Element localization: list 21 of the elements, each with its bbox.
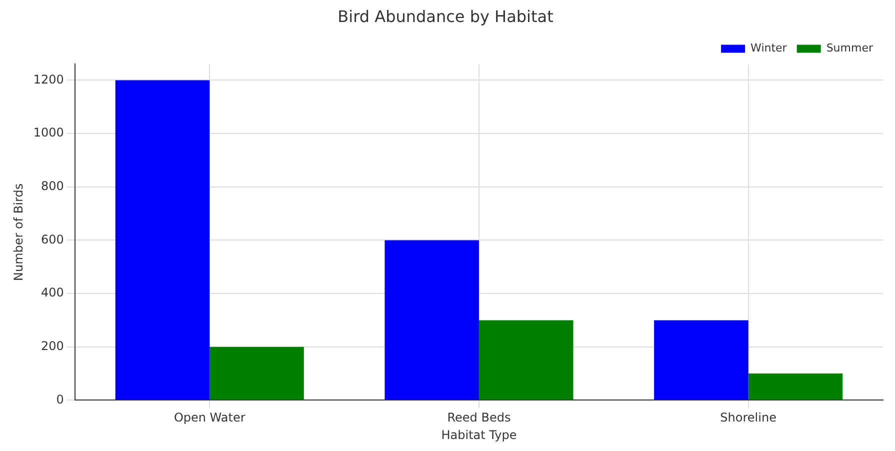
- x-tick-label: Shoreline: [720, 410, 776, 425]
- y-tick-label: 1200: [33, 72, 64, 86]
- chart-title: Bird Abundance by Habitat: [338, 6, 554, 26]
- bar: [654, 320, 748, 400]
- bar: [115, 80, 210, 400]
- legend-label: Winter: [750, 42, 788, 55]
- y-axis-title: Number of Birds: [11, 183, 26, 281]
- y-tick-label: 600: [41, 232, 64, 246]
- y-tick-label: 1000: [33, 126, 64, 140]
- x-axis-title: Habitat Type: [441, 428, 517, 442]
- bar: [748, 374, 843, 400]
- bar: [210, 346, 304, 400]
- y-tick-label: 200: [41, 338, 64, 353]
- x-tick-label: Open Water: [174, 410, 246, 425]
- x-tick-label: Reed Beds: [447, 410, 511, 425]
- y-tick-label: 400: [41, 286, 64, 300]
- legend-label: Summer: [826, 42, 874, 55]
- bar: [384, 240, 479, 400]
- y-tick-label: 800: [41, 178, 64, 193]
- y-tick-label: 0: [56, 392, 64, 406]
- bar: [478, 320, 574, 400]
